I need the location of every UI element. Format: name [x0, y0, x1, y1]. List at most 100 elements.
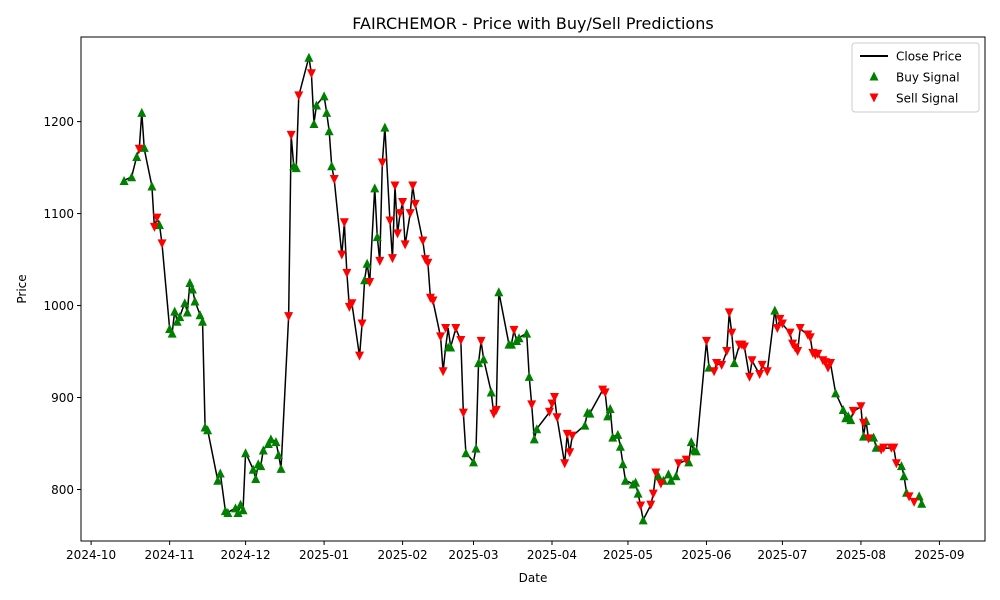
sell-signal-point [387, 254, 397, 264]
sell-signal-point [428, 296, 438, 306]
sell-signal-point [390, 181, 400, 191]
sell-signal-point [393, 229, 403, 239]
buy-signal-point [729, 358, 739, 368]
sell-signal-point [408, 181, 418, 191]
buy-signal-point [529, 434, 539, 444]
buy-signal-point [653, 471, 663, 481]
buy-signal-point [608, 432, 618, 442]
sell-signal-point [600, 388, 610, 398]
buy-signal-point [846, 415, 856, 425]
axes-frame [80, 36, 986, 542]
x-tick-label: 2025-04 [527, 548, 577, 562]
buy-signal-point [899, 471, 909, 481]
y-tick-label: 800 [51, 483, 74, 497]
sell-signal-point [418, 236, 428, 246]
sell-signal-point [157, 239, 167, 249]
buy-signal-point [686, 437, 696, 447]
sell-signal-point [134, 144, 144, 154]
x-tick-label: 2024-12 [221, 548, 271, 562]
sell-signal-point [476, 336, 486, 346]
sell-signal-point [284, 312, 294, 322]
chart-title: FAIRCHEMOR - Price with Buy/Sell Predict… [352, 14, 713, 33]
buy-signal-point [170, 306, 180, 316]
buy-signal-point [360, 275, 370, 285]
sell-signal-point [339, 218, 349, 228]
sell-signal-point [739, 342, 749, 352]
sell-signal-point [509, 325, 519, 335]
sell-signal-point [674, 459, 684, 469]
sell-signal-point [909, 497, 919, 507]
sell-signal-point [848, 406, 858, 416]
sell-signal-point [400, 240, 410, 250]
buy-signal-point [380, 122, 390, 132]
buy-signal-point [770, 305, 780, 315]
sell-signal-point [793, 347, 803, 357]
buy-signal-point [137, 107, 147, 117]
buy-signal-point [238, 505, 248, 515]
sell-signal-point [826, 358, 836, 368]
plot-area [119, 52, 927, 525]
sell-signal-point [636, 501, 646, 511]
buy-signal-point [831, 388, 841, 398]
buy-signal-point [147, 181, 157, 191]
buy-signal-point [198, 316, 208, 326]
y-tick-label: 1100 [43, 207, 74, 221]
buy-signal-point [494, 287, 504, 297]
buy-signal-point [266, 434, 276, 444]
sell-signal-point [813, 349, 823, 359]
buy-signal-point [684, 457, 694, 467]
sell-signal-point [805, 333, 815, 343]
sell-signal-point [149, 222, 159, 232]
buy-signal-group [119, 52, 927, 525]
buy-signal-point [139, 142, 149, 152]
buy-signal-point [327, 161, 337, 171]
buy-signal-point [532, 424, 542, 434]
buy-signal-point [180, 298, 190, 308]
buy-signal-point [248, 464, 258, 474]
x-tick-label: 2025-03 [448, 548, 498, 562]
sell-signal-point [423, 258, 433, 268]
buy-signal-point [251, 473, 261, 483]
sell-signal-point [904, 492, 914, 502]
sell-signal-point [375, 256, 385, 266]
sell-signal-point [547, 399, 557, 409]
buy-signal-point [858, 431, 868, 441]
sell-signal-point [560, 459, 570, 469]
sell-signal-point [355, 351, 365, 361]
buy-signal-point [370, 183, 380, 193]
buy-signal-point [223, 507, 233, 517]
legend-sell-signal-label: Sell Signal [896, 92, 958, 106]
sell-signal-point [775, 314, 785, 324]
buy-signal-point [514, 333, 524, 343]
sell-signal-point [717, 360, 727, 370]
x-tick-label: 2025-01 [299, 548, 349, 562]
sell-signal-point [747, 356, 757, 366]
buy-signal-point [486, 387, 496, 397]
buy-signal-point [633, 488, 643, 498]
buy-signal-point [213, 475, 223, 485]
buy-signal-point [468, 457, 478, 467]
buy-signal-point [274, 450, 284, 460]
buy-signal-point [524, 371, 534, 381]
buy-signal-point [172, 316, 182, 326]
buy-signal-point [263, 439, 273, 449]
sell-signal-point [365, 278, 375, 288]
buy-signal-point [605, 404, 615, 414]
x-tick-label: 2024-10 [66, 548, 116, 562]
buy-signal-point [175, 312, 185, 322]
sell-signal-point [294, 91, 304, 101]
axes: 2024-10 2024-11 2024-12 2025-01 2025-02 2025-… [43, 36, 986, 562]
buy-signal-point [663, 469, 673, 479]
y-tick-label: 1200 [43, 115, 74, 129]
sell-signal-point [550, 393, 560, 403]
sell-signal-point [152, 213, 162, 223]
sell-signal-point [441, 324, 451, 334]
buy-signal-point [506, 339, 516, 349]
buy-signal-point [585, 408, 595, 418]
sell-signal-point [856, 402, 866, 412]
sell-signal-point [864, 434, 874, 444]
sell-signal-point [451, 324, 461, 334]
sell-signal-point [722, 347, 732, 357]
